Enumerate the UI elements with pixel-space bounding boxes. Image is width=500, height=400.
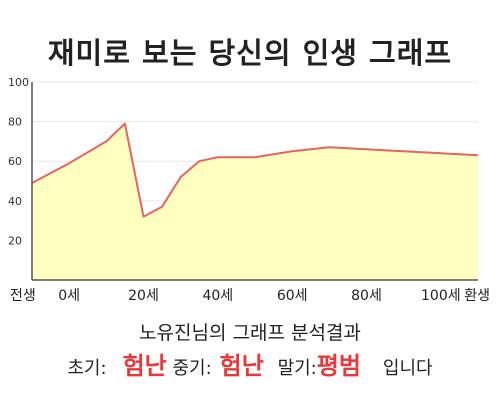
early-verdict: 험난: [122, 352, 167, 380]
x-tick-label-5: 80세: [351, 288, 382, 304]
analysis-summary: 노유진님의 그래프 분석결과: [0, 318, 500, 345]
x-tick-label-2: 20세: [128, 288, 159, 304]
ending-text: 입니다: [382, 358, 433, 379]
x-tick-label-7: 환생: [464, 288, 490, 304]
late-label: 말기:: [277, 358, 317, 379]
x-tick-label-3: 40세: [202, 288, 233, 304]
page-title: 재미로 보는 당신의 인생 그래프: [47, 36, 453, 70]
analysis-result: 초기: 험난 중기: 험난 말기:평범 입니다: [0, 346, 500, 381]
x-tick-label-4: 60세: [277, 288, 308, 304]
x-tick-label-0: 전생: [10, 288, 36, 304]
y-tick-label-4: 100: [8, 76, 29, 89]
axes: [31, 82, 478, 281]
x-tick-label-1: 0세: [58, 288, 80, 304]
y-tick-labels: 20 40 60 80 100: [8, 76, 29, 247]
early-label: 초기:: [67, 358, 107, 379]
y-tick-label-2: 60: [8, 155, 22, 168]
x-tick-label-6: 100세: [421, 288, 461, 304]
mid-verdict: 험난: [219, 352, 264, 380]
late-verdict: 평범: [316, 352, 361, 380]
area-fill: [32, 123, 478, 280]
x-tick-labels: 전생 0세 20세 40세 60세 80세 100세 환생: [10, 288, 490, 304]
mid-label: 중기:: [172, 358, 212, 379]
analysis-label: 그래프 분석결과: [232, 322, 361, 344]
series-line: [31, 122, 479, 218]
y-tick-label-0: 20: [8, 234, 22, 247]
person-name: 노유진님의: [139, 322, 227, 344]
y-tick-label-3: 80: [8, 116, 22, 129]
y-tick-label-1: 40: [8, 195, 22, 208]
